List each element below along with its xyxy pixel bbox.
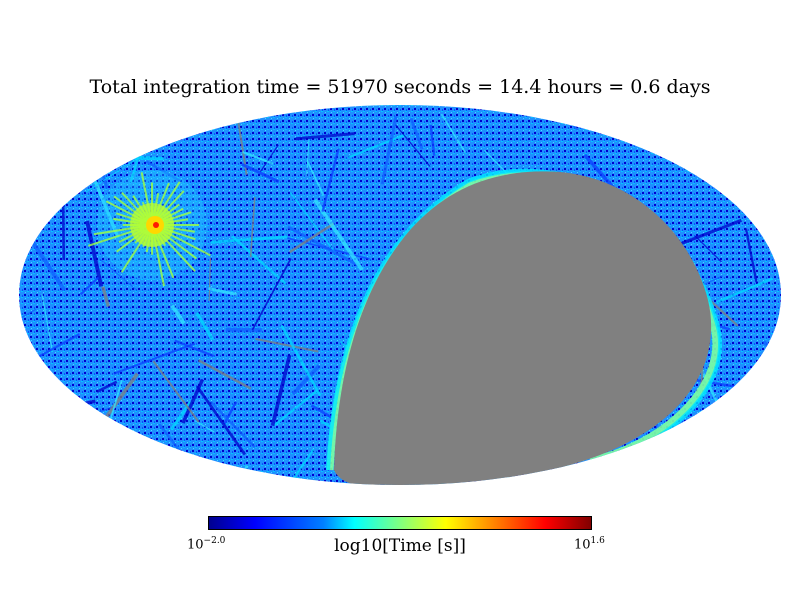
scan-streak (306, 139, 310, 177)
scan-streak (195, 312, 214, 341)
colorbar (208, 516, 592, 530)
scan-streak (394, 124, 431, 167)
scan-streak (684, 166, 764, 172)
colorbar-label: log10[Time [s]] (334, 536, 466, 556)
scan-streak (96, 380, 118, 393)
scan-streak (47, 399, 96, 415)
scan-streak (280, 324, 322, 397)
scan-streak (152, 360, 200, 423)
scan-streak (380, 115, 398, 185)
scan-streak (718, 407, 755, 418)
scan-streak (289, 192, 336, 254)
scan-streak (85, 220, 104, 287)
scan-streak (82, 130, 118, 155)
scan-streak (41, 293, 53, 352)
colorbar-max-tick: 101.6 (574, 536, 605, 552)
scan-streak (270, 354, 292, 427)
scan-streak (113, 342, 196, 375)
colorbar-min-base: 10 (187, 537, 204, 553)
scan-streak (762, 340, 781, 369)
scan-streak (289, 222, 335, 254)
scan-streak (719, 167, 767, 201)
scan-streak (690, 378, 737, 388)
scan-streak (251, 258, 292, 331)
scan-streak (694, 235, 722, 263)
plot-title: Total integration time = 51970 seconds =… (89, 76, 711, 98)
scan-streak (61, 202, 66, 260)
scan-streak (101, 286, 110, 307)
scan-streak (678, 218, 742, 246)
scan-streak (236, 465, 249, 485)
scan-streak (517, 106, 551, 111)
scan-streak (19, 308, 37, 350)
scan-streak (130, 473, 207, 485)
scan-streak (767, 204, 781, 221)
scan-streak (347, 133, 406, 159)
map-features (19, 105, 781, 485)
colorbar-min-exponent: −2.0 (203, 536, 226, 546)
scan-streak (736, 138, 749, 163)
scan-streak (64, 386, 76, 446)
scan-streak (409, 117, 424, 150)
hotspot (88, 170, 211, 287)
scan-streak (134, 105, 147, 130)
scan-streak (291, 364, 321, 396)
scan-streak (241, 162, 280, 183)
colorbar-max-exponent: 1.6 (590, 536, 605, 546)
colorbar-max-base: 10 (574, 537, 591, 553)
scan-streak (440, 113, 466, 153)
scan-streak (321, 148, 340, 212)
scan-streak (85, 155, 143, 193)
scan-streak (145, 160, 182, 183)
colorbar-min-tick: 10−2.0 (187, 536, 225, 552)
scan-streak (210, 235, 288, 244)
scan-streak (174, 339, 215, 358)
scan-streak (295, 132, 355, 141)
scan-streak (231, 235, 287, 285)
scan-streak (223, 401, 238, 425)
scan-streak (181, 378, 205, 424)
scan-streak (79, 276, 100, 296)
scan-streak (249, 197, 256, 257)
scan-streak (763, 105, 781, 128)
scan-streak (19, 333, 81, 377)
scan-streak (67, 123, 155, 142)
scan-streak (208, 257, 212, 301)
scan-streak (29, 153, 62, 203)
scan-streak (170, 304, 186, 325)
scan-streak (273, 389, 319, 426)
scan-streak (778, 109, 781, 115)
scan-streak (198, 359, 252, 390)
scan-streak (429, 124, 436, 156)
scan-streak (543, 470, 560, 485)
scan-streak (716, 277, 774, 304)
scan-streak (210, 401, 256, 449)
scan-streak (259, 144, 279, 173)
scan-streak (87, 122, 109, 189)
scan-streak (195, 385, 247, 456)
scan-streak (744, 228, 758, 283)
scan-streak (287, 225, 363, 269)
scan-streak (738, 409, 747, 436)
scan-streak (618, 480, 669, 485)
scan-streak (242, 150, 274, 165)
unobserved-region (334, 171, 712, 485)
scan-streak (208, 287, 237, 296)
scan-streak (194, 420, 215, 433)
scan-streak (99, 258, 137, 290)
scan-streak (306, 161, 325, 196)
scan-streak (772, 354, 781, 388)
scan-streak (689, 455, 757, 485)
scan-streak (255, 337, 319, 353)
